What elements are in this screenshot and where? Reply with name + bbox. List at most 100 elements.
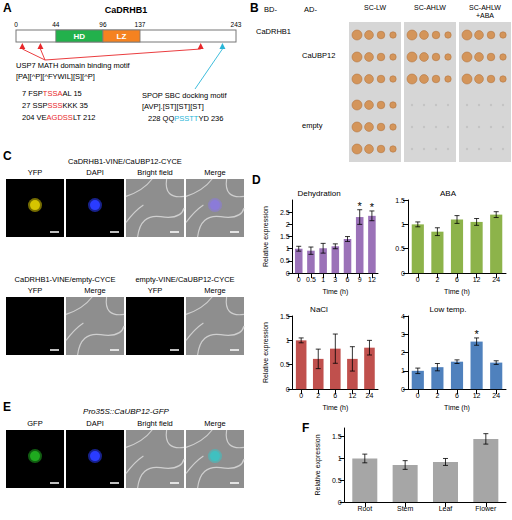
svg-text:12: 12: [368, 276, 376, 283]
svg-text:C: C: [3, 149, 12, 163]
svg-text:SC-AHLW: SC-AHLW: [469, 4, 501, 11]
svg-text:1: 1: [338, 455, 342, 462]
svg-text:9: 9: [358, 276, 362, 283]
svg-text:24: 24: [492, 392, 500, 399]
svg-text:E: E: [3, 400, 11, 414]
svg-text:Merge: Merge: [84, 286, 105, 295]
svg-text:44: 44: [52, 21, 60, 28]
svg-text:6: 6: [346, 276, 350, 283]
svg-text:D: D: [252, 173, 261, 187]
svg-text:0.5: 0.5: [280, 361, 290, 368]
svg-text:Time (h): Time (h): [322, 288, 348, 296]
svg-text:0.5: 0.5: [395, 245, 405, 252]
svg-text:1.5: 1.5: [280, 313, 290, 320]
svg-text:AD-: AD-: [304, 5, 317, 14]
svg-text:YFP: YFP: [28, 168, 43, 177]
svg-text:*: *: [358, 200, 363, 212]
svg-text:2: 2: [435, 392, 439, 399]
svg-text:6: 6: [455, 276, 459, 283]
svg-text:Leaf: Leaf: [439, 505, 453, 512]
svg-text:CaUBP12: CaUBP12: [302, 51, 335, 60]
svg-text:6: 6: [455, 392, 459, 399]
svg-text:2: 2: [435, 276, 439, 283]
svg-text:6: 6: [333, 392, 337, 399]
svg-text:1.5: 1.5: [395, 197, 405, 204]
svg-text:12: 12: [473, 276, 481, 283]
svg-text:Relative expression: Relative expression: [262, 322, 270, 383]
svg-text:YFP: YFP: [28, 286, 43, 295]
svg-text:0: 0: [14, 21, 18, 28]
svg-text:0: 0: [401, 270, 405, 277]
svg-text:Time (h): Time (h): [322, 404, 348, 412]
svg-text:DAPI: DAPI: [86, 419, 104, 428]
svg-text:Stem: Stem: [397, 505, 414, 512]
svg-text:SPOP SBC docking motif: SPOP SBC docking motif: [142, 91, 227, 100]
svg-text:DAPI: DAPI: [86, 168, 104, 177]
svg-text:CaDRHB1-VINE/CaUBP12-CYCE: CaDRHB1-VINE/CaUBP12-CYCE: [68, 157, 182, 166]
svg-text:*: *: [370, 201, 375, 213]
svg-text:24: 24: [492, 276, 500, 283]
svg-text:SC-AHLW: SC-AHLW: [414, 4, 446, 11]
svg-text:1: 1: [286, 245, 290, 252]
svg-text:12: 12: [473, 392, 481, 399]
svg-text:0: 0: [338, 499, 342, 506]
svg-text:Root: Root: [357, 505, 372, 512]
svg-text:Merge: Merge: [204, 286, 225, 295]
svg-text:CaDRHB1-VINE/empty-CYCE: CaDRHB1-VINE/empty-CYCE: [15, 275, 116, 284]
svg-text:BD-: BD-: [264, 5, 277, 14]
svg-text:*: *: [474, 328, 479, 340]
svg-text:Time (h): Time (h): [444, 404, 470, 412]
svg-text:2: 2: [316, 392, 320, 399]
svg-text:1: 1: [401, 367, 405, 374]
svg-text:F: F: [302, 421, 309, 435]
svg-text:empty-VINE/CaUBP12-CYCE: empty-VINE/CaUBP12-CYCE: [135, 275, 234, 284]
svg-text:Relative expression: Relative expression: [262, 206, 270, 267]
svg-text:2: 2: [401, 349, 405, 356]
svg-text:Low temp.: Low temp.: [430, 305, 467, 314]
svg-text:0: 0: [416, 392, 420, 399]
svg-text:1: 1: [321, 276, 325, 283]
svg-text:1.5: 1.5: [280, 233, 290, 240]
svg-text:[AVP].[ST][ST][ST]: [AVP].[ST][ST][ST]: [142, 102, 204, 111]
svg-text:+ABA: +ABA: [476, 12, 494, 19]
svg-text:A: A: [3, 1, 12, 15]
svg-text:Flower: Flower: [475, 505, 497, 512]
svg-text:12: 12: [348, 392, 356, 399]
svg-text:1.5: 1.5: [332, 433, 342, 440]
svg-text:0: 0: [286, 386, 290, 393]
svg-text:24: 24: [366, 392, 374, 399]
svg-text:0: 0: [297, 276, 301, 283]
svg-text:CaDRHB1: CaDRHB1: [256, 27, 291, 36]
svg-text:GFP: GFP: [27, 419, 42, 428]
svg-text:empty: empty: [302, 121, 323, 130]
svg-text:Time (h): Time (h): [444, 288, 470, 296]
svg-text:204 VEAGDSSLT 212: 204 VEAGDSSLT 212: [22, 113, 96, 122]
svg-text:ABA: ABA: [440, 189, 457, 198]
svg-text:YFP: YFP: [148, 286, 163, 295]
svg-text:96: 96: [99, 21, 107, 28]
svg-text:CaDRHB1: CaDRHB1: [105, 5, 148, 15]
svg-text:2: 2: [286, 221, 290, 228]
svg-text:Merge: Merge: [204, 168, 225, 177]
svg-text:243: 243: [231, 21, 242, 28]
svg-text:Bright field: Bright field: [137, 419, 172, 428]
svg-text:3: 3: [333, 276, 337, 283]
svg-text:0: 0: [299, 392, 303, 399]
svg-text:4: 4: [401, 313, 405, 320]
svg-text:228 QQPSSTTYD 236: 228 QQPSSTTYD 236: [148, 114, 223, 123]
svg-text:[PA][^P][^FYWIL][S][^P]: [PA][^P][^FYWIL][S][^P]: [16, 72, 95, 81]
svg-text:Pro35S::CaUBP12-GFP: Pro35S::CaUBP12-GFP: [83, 407, 169, 416]
svg-text:27 SSPSSSKKK 35: 27 SSPSSSKKK 35: [22, 101, 88, 110]
svg-text:Merge: Merge: [204, 419, 225, 428]
svg-text:0: 0: [416, 276, 420, 283]
svg-text:NaCl: NaCl: [310, 305, 328, 314]
svg-text:137: 137: [135, 21, 146, 28]
svg-text:2.5: 2.5: [280, 209, 290, 216]
svg-text:Dehydration: Dehydration: [297, 189, 340, 198]
svg-text:0.5: 0.5: [332, 477, 342, 484]
svg-text:Bright field: Bright field: [137, 168, 172, 177]
svg-text:0.5: 0.5: [306, 276, 316, 283]
svg-text:0: 0: [401, 386, 405, 393]
svg-text:SC-LW: SC-LW: [364, 4, 386, 11]
svg-text:0.5: 0.5: [280, 257, 290, 264]
